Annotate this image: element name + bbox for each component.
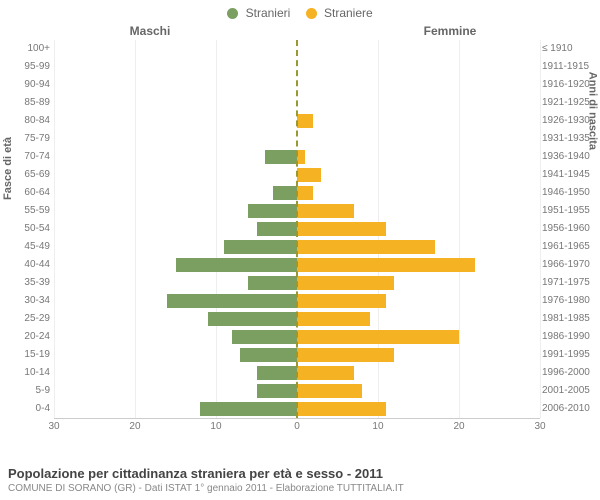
caption-sub: COMUNE DI SORANO (GR) - Dati ISTAT 1° ge… [8,483,592,494]
birth-year-label: 1966-1970 [542,256,598,274]
bar-male [208,312,297,326]
header-female: Femmine [300,24,600,38]
bar-female [297,276,394,290]
bar-female [297,294,386,308]
birth-year-label: 1981-1985 [542,310,598,328]
age-label: 75-79 [4,130,50,148]
age-label: 65-69 [4,166,50,184]
bar-female [297,348,394,362]
age-label: 0-4 [4,400,50,418]
birth-year-label: 1961-1965 [542,238,598,256]
legend-item-male: Stranieri [227,6,290,20]
birth-year-label: 1986-1990 [542,328,598,346]
bar-female [297,330,459,344]
x-tick: 20 [453,421,464,432]
plot-area: 100+≤ 191095-991911-191590-941916-192085… [54,40,540,436]
age-label: 5-9 [4,382,50,400]
bar-female [297,240,435,254]
age-label: 55-59 [4,202,50,220]
bar-male [248,204,297,218]
age-label: 20-24 [4,328,50,346]
bar-male [176,258,298,272]
legend-item-female: Straniere [306,6,373,20]
bar-male [273,186,297,200]
x-tick: 10 [372,421,383,432]
bar-male [257,384,297,398]
bar-male [224,240,297,254]
birth-year-label: 1956-1960 [542,220,598,238]
x-axis: 3020100102030 [54,418,540,437]
bar-female [297,204,354,218]
birth-year-label: 1911-1915 [542,58,598,76]
bar-female [297,168,321,182]
header-male: Maschi [0,24,300,38]
birth-year-label: 1931-1935 [542,130,598,148]
birth-year-label: 1936-1940 [542,148,598,166]
birth-year-label: 1941-1945 [542,166,598,184]
x-tick: 30 [534,421,545,432]
legend-label-female: Straniere [324,6,373,20]
age-label: 70-74 [4,148,50,166]
center-axis-line [296,40,298,418]
population-pyramid-chart: Stranieri Straniere Maschi Femmine Fasce… [0,0,600,500]
age-label: 90-94 [4,76,50,94]
bar-female [297,114,313,128]
x-tick: 20 [129,421,140,432]
age-label: 80-84 [4,112,50,130]
bar-female [297,222,386,236]
birth-year-label: 2006-2010 [542,400,598,418]
bar-male [248,276,297,290]
birth-year-label: ≤ 1910 [542,40,598,58]
bar-female [297,186,313,200]
birth-year-label: 1976-1980 [542,292,598,310]
age-label: 95-99 [4,58,50,76]
x-tick: 30 [48,421,59,432]
birth-year-label: 1971-1975 [542,274,598,292]
birth-year-label: 2001-2005 [542,382,598,400]
birth-year-label: 1991-1995 [542,346,598,364]
age-label: 40-44 [4,256,50,274]
bar-male [200,402,297,416]
birth-year-label: 1921-1925 [542,94,598,112]
birth-year-label: 1926-1930 [542,112,598,130]
bar-male [232,330,297,344]
age-label: 85-89 [4,94,50,112]
bar-female [297,366,354,380]
bar-female [297,402,386,416]
age-label: 50-54 [4,220,50,238]
bar-male [257,222,297,236]
bar-male [257,366,297,380]
birth-year-label: 1916-1920 [542,76,598,94]
x-tick: 0 [294,421,300,432]
bar-female [297,258,475,272]
bar-female [297,384,362,398]
age-label: 100+ [4,40,50,58]
legend-label-male: Stranieri [246,6,291,20]
column-headers: Maschi Femmine [0,24,600,40]
bar-female [297,312,370,326]
legend-swatch-male [227,8,238,19]
age-label: 25-29 [4,310,50,328]
grid-line [540,40,541,418]
age-label: 45-49 [4,238,50,256]
caption: Popolazione per cittadinanza straniera p… [8,466,592,494]
legend-swatch-female [306,8,317,19]
age-label: 10-14 [4,364,50,382]
bar-male [167,294,297,308]
pyramid-rows: 100+≤ 191095-991911-191590-941916-192085… [54,40,540,418]
birth-year-label: 1951-1955 [542,202,598,220]
age-label: 35-39 [4,274,50,292]
bar-male [265,150,297,164]
age-label: 15-19 [4,346,50,364]
age-label: 30-34 [4,292,50,310]
birth-year-label: 1996-2000 [542,364,598,382]
age-label: 60-64 [4,184,50,202]
x-tick: 10 [210,421,221,432]
caption-title: Popolazione per cittadinanza straniera p… [8,466,592,481]
birth-year-label: 1946-1950 [542,184,598,202]
bar-male [240,348,297,362]
bar-female [297,150,305,164]
legend: Stranieri Straniere [0,0,600,24]
